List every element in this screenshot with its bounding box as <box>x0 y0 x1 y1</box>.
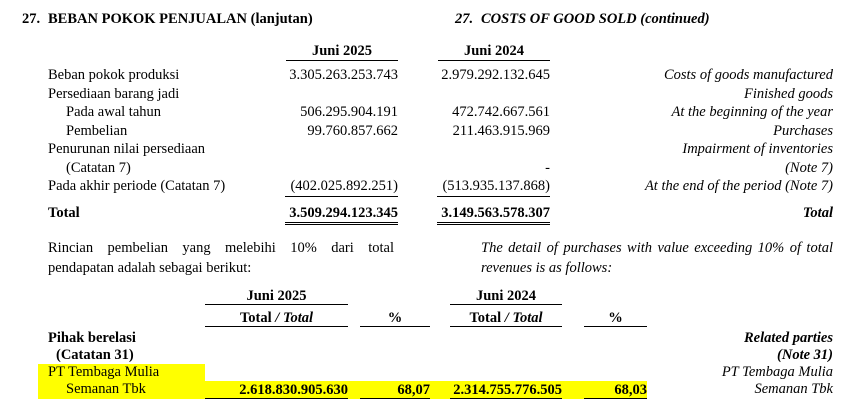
subheader-pct-2025: % <box>360 310 430 327</box>
t1-row-label: Pada awal tahun <box>66 104 162 120</box>
t1-row-value-2024: 472.742.667.561 <box>452 104 550 120</box>
party-total-2025: 2.618.830.905.630 <box>205 381 348 399</box>
t1-total-value-2024: 3.149.563.578.307 <box>398 204 550 225</box>
section-title-en-text: COSTS OF GOOD SOLD (continued) <box>481 11 710 27</box>
t1-row-value-2024 <box>398 140 550 159</box>
purchases-intro-paragraph: Rincian pembelian yang melebihi 10% dari… <box>22 239 833 278</box>
t1-row-value-2024: 2.979.292.132.645 <box>441 67 550 83</box>
t1-row-value-2024: 211.463.915.969 <box>452 122 550 139</box>
t1-row-value-2025: 99.760.857.662 <box>307 122 398 139</box>
t1-row-label-en: Impairment of inventories <box>682 141 833 157</box>
section-title-indonesian: 27. BEBAN POKOK PENJUALAN (lanjutan) <box>22 10 455 28</box>
t1-row-label-en: Finished goods <box>743 85 833 102</box>
t1-row-label: Pembelian <box>66 122 128 139</box>
party-name-line1-highlighted: PT Tembaga Mulia <box>38 364 205 381</box>
t1-row-value-2025 <box>252 159 398 178</box>
purchases-table: Juni 2025 Juni 2024 Total / Total % Tota… <box>22 288 833 399</box>
paragraph-english: The detail of purchases with value excee… <box>481 240 833 276</box>
section-title-english: 27. COSTS OF GOOD SOLD (continued) <box>455 10 833 28</box>
t1-row-label: (Catatan 7) <box>66 159 131 176</box>
t1-row-value-2024: (513.935.137.868) <box>398 177 550 197</box>
party-total-2024: 2.314.755.776.505 <box>430 381 562 399</box>
section-header: 27. BEBAN POKOK PENJUALAN (lanjutan) 27.… <box>22 10 833 28</box>
section-number-en: 27. <box>455 11 474 27</box>
party-name-line2-highlighted: Semanan Tbk <box>38 381 205 399</box>
subheader-total-2024: Total / Total <box>450 310 562 327</box>
t1-total-value-2025: 3.509.294.123.345 <box>252 204 398 225</box>
column-header-juni-2025: Juni 2025 <box>286 43 398 61</box>
t1-row-value-2025: 3.305.263.253.743 <box>289 67 398 83</box>
group-header-juni-2025: Juni 2025 <box>205 288 348 305</box>
t1-row-value-2024: - <box>545 159 550 176</box>
t1-total-label-en: Total <box>802 204 833 221</box>
party-pct-2024: 68,03 <box>562 381 647 399</box>
t1-row-label: Pada akhir periode (Catatan 7) <box>48 178 226 194</box>
column-header-juni-2024: Juni 2024 <box>438 43 550 61</box>
t1-row-value-2025 <box>252 85 398 104</box>
t1-row-label: Persediaan barang jadi <box>48 85 180 102</box>
t1-row-value-2024 <box>398 85 550 104</box>
t1-row-label-en: Costs of goods manufactured <box>663 67 833 83</box>
paragraph-indonesian: Rincian pembelian yang melebihi 10% dari… <box>48 240 394 276</box>
note-31-heading-en: (Note 31) <box>777 347 833 363</box>
t1-row-value-2025: (402.025.892.251) <box>252 177 398 197</box>
cogs-table: Juni 2025 Juni 2024 Beban pokok produksi… <box>22 43 833 225</box>
section-number-id: 27. <box>22 11 41 27</box>
subheader-pct-2024: % <box>584 310 647 327</box>
t1-row-value-2025 <box>252 140 398 159</box>
section-title-id-text: BEBAN POKOK PENJUALAN (lanjutan) <box>48 11 313 27</box>
t1-row-label-en: At the end of the period (Note 7) <box>644 178 833 194</box>
t1-total-label: Total <box>48 204 80 221</box>
t1-row-label-en: Purchases <box>773 122 833 139</box>
t1-row-label: Penurunan nilai persediaan <box>48 141 206 157</box>
t1-row-label-en: At the beginning of the year <box>671 104 833 120</box>
party-pct-2025: 68,07 <box>348 381 430 399</box>
t1-row-label-en: (Note 7) <box>785 159 833 176</box>
spacer <box>22 197 833 204</box>
related-parties-heading-en: Related parties <box>743 330 833 346</box>
subheader-total-2025: Total / Total <box>205 310 348 327</box>
t1-row-label: Beban pokok produksi <box>48 67 180 83</box>
party-name-line2-en: Semanan Tbk <box>754 381 833 397</box>
t1-row-value-2025: 506.295.904.191 <box>300 104 398 120</box>
related-parties-heading-id: Pihak berelasi <box>48 330 136 346</box>
group-header-juni-2024: Juni 2024 <box>450 288 562 305</box>
party-name-line1-en: PT Tembaga Mulia <box>721 364 833 380</box>
note-31-heading-id: (Catatan 31) <box>56 347 134 363</box>
